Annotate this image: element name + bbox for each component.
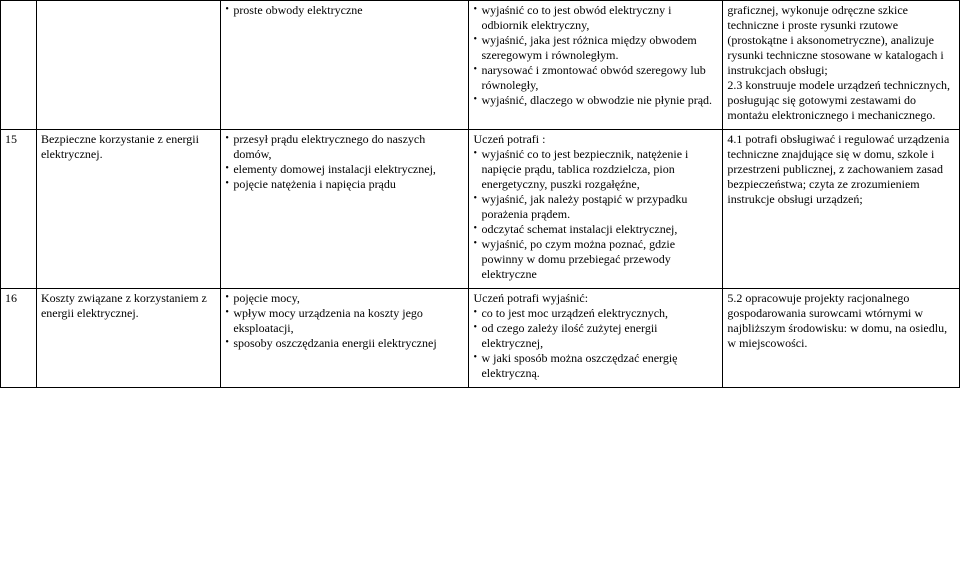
list-item: pojęcie natężenia i napięcia prądu: [225, 177, 464, 192]
content-cell-b: wyjaśnić co to jest obwód elektryczny i …: [469, 1, 723, 130]
lead-text: Uczeń potrafi :: [473, 132, 718, 147]
list-item: wpływ mocy urządzenia na koszty jego eks…: [225, 306, 464, 336]
list-item-text: proste obwody elektryczne: [233, 3, 362, 17]
list-item: w jaki sposób można oszczędzać energię e…: [473, 351, 718, 381]
row-number: 16: [5, 291, 17, 305]
row-number-cell: [1, 1, 37, 130]
list-item: proste obwody elektryczne: [225, 3, 464, 18]
list-item-text: co to jest moc urządzeń elektrycznych,: [481, 306, 668, 320]
table-body: proste obwody elektryczne wyjaśnić co to…: [1, 1, 960, 388]
list-item: wyjaśnić, dlaczego w obwodzie nie płynie…: [473, 93, 718, 108]
content-cell-c: graficznej, wykonuje odręczne szkice tec…: [723, 1, 960, 130]
list-item: sposoby oszczędzania energii elektryczne…: [225, 336, 464, 351]
topic-cell: [36, 1, 220, 130]
list-item-text: sposoby oszczędzania energii elektryczne…: [233, 336, 436, 350]
document-page: proste obwody elektryczne wyjaśnić co to…: [0, 0, 960, 574]
list-item-text: wyjaśnić, dlaczego w obwodzie nie płynie…: [481, 93, 712, 107]
list-item: elementy domowej instalacji elektrycznej…: [225, 162, 464, 177]
topic-cell: Bezpieczne korzystanie z energii elektry…: [36, 130, 220, 289]
content-cell-b: Uczeń potrafi : wyjaśnić co to jest bezp…: [469, 130, 723, 289]
list-item-text: elementy domowej instalacji elektrycznej…: [233, 162, 436, 176]
table-row: 15 Bezpieczne korzystanie z energii elek…: [1, 130, 960, 289]
list-item-text: w jaki sposób można oszczędzać energię e…: [481, 351, 677, 380]
list-item: przesył prądu elektrycznego do naszych d…: [225, 132, 464, 162]
row-number-cell: 16: [1, 289, 37, 388]
list-item: wyjaśnić, jaka jest różnica między obwod…: [473, 33, 718, 63]
list-item-text: wyjaśnić co to jest obwód elektryczny i …: [481, 3, 671, 32]
list-item-text: pojęcie mocy,: [233, 291, 300, 305]
outcome-text: graficznej, wykonuje odręczne szkice tec…: [727, 3, 950, 122]
list-item-text: wyjaśnić, jak należy postąpić w przypadk…: [481, 192, 687, 221]
bullet-list: przesył prądu elektrycznego do naszych d…: [225, 132, 464, 192]
list-item-text: wyjaśnić, po czym można poznać, gdzie po…: [481, 237, 675, 281]
list-item: pojęcie mocy,: [225, 291, 464, 306]
content-cell-a: proste obwody elektryczne: [221, 1, 469, 130]
list-item: odczytać schemat instalacji elektrycznej…: [473, 222, 718, 237]
list-item-text: wyjaśnić, jaka jest różnica między obwod…: [481, 33, 696, 62]
topic-cell: Koszty związane z korzystaniem z energii…: [36, 289, 220, 388]
list-item-text: wpływ mocy urządzenia na koszty jego eks…: [233, 306, 423, 335]
bullet-list: wyjaśnić co to jest bezpiecznik, natężen…: [473, 147, 718, 282]
list-item-text: od czego zależy ilość zużytej energii el…: [481, 321, 657, 350]
bullet-list: proste obwody elektryczne: [225, 3, 464, 18]
curriculum-table: proste obwody elektryczne wyjaśnić co to…: [0, 0, 960, 388]
list-item-text: pojęcie natężenia i napięcia prądu: [233, 177, 396, 191]
table-row: proste obwody elektryczne wyjaśnić co to…: [1, 1, 960, 130]
content-cell-c: 5.2 opracowuje projekty racjonalnego gos…: [723, 289, 960, 388]
bullet-list: wyjaśnić co to jest obwód elektryczny i …: [473, 3, 718, 108]
list-item-text: narysować i zmontować obwód szeregowy lu…: [481, 63, 705, 92]
list-item: wyjaśnić, jak należy postąpić w przypadk…: [473, 192, 718, 222]
content-cell-a: pojęcie mocy, wpływ mocy urządzenia na k…: [221, 289, 469, 388]
row-number-cell: 15: [1, 130, 37, 289]
outcome-text: 4.1 potrafi obsługiwać i regulować urząd…: [727, 132, 949, 206]
content-cell-c: 4.1 potrafi obsługiwać i regulować urząd…: [723, 130, 960, 289]
topic-text: Koszty związane z korzystaniem z energii…: [41, 291, 207, 320]
content-cell-b: Uczeń potrafi wyjaśnić: co to jest moc u…: [469, 289, 723, 388]
list-item: od czego zależy ilość zużytej energii el…: [473, 321, 718, 351]
content-cell-a: przesył prądu elektrycznego do naszych d…: [221, 130, 469, 289]
list-item: co to jest moc urządzeń elektrycznych,: [473, 306, 718, 321]
list-item-text: przesył prądu elektrycznego do naszych d…: [233, 132, 425, 161]
list-item: wyjaśnić, po czym można poznać, gdzie po…: [473, 237, 718, 282]
list-item: narysować i zmontować obwód szeregowy lu…: [473, 63, 718, 93]
bullet-list: pojęcie mocy, wpływ mocy urządzenia na k…: [225, 291, 464, 351]
bullet-list: co to jest moc urządzeń elektrycznych, o…: [473, 306, 718, 381]
topic-text: Bezpieczne korzystanie z energii elektry…: [41, 132, 199, 161]
list-item: wyjaśnić co to jest obwód elektryczny i …: [473, 3, 718, 33]
list-item-text: odczytać schemat instalacji elektrycznej…: [481, 222, 677, 236]
list-item-text: wyjaśnić co to jest bezpiecznik, natężen…: [481, 147, 688, 191]
row-number: 15: [5, 132, 17, 146]
lead-text: Uczeń potrafi wyjaśnić:: [473, 291, 718, 306]
outcome-text: 5.2 opracowuje projekty racjonalnego gos…: [727, 291, 947, 350]
table-row: 16 Koszty związane z korzystaniem z ener…: [1, 289, 960, 388]
list-item: wyjaśnić co to jest bezpiecznik, natężen…: [473, 147, 718, 192]
